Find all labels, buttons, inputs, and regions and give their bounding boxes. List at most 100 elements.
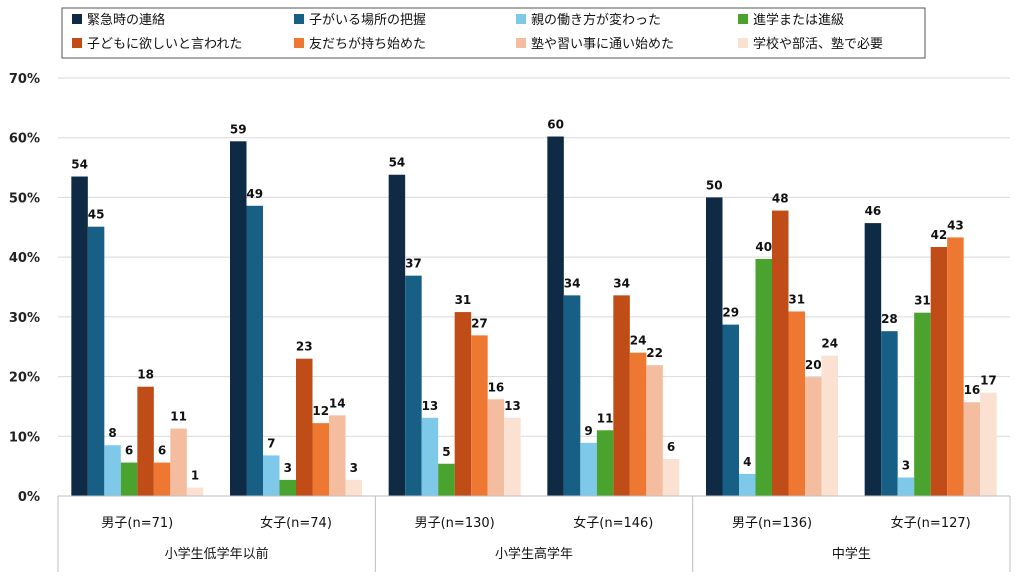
bar: [706, 197, 723, 496]
data-label: 34: [613, 276, 630, 290]
legend-label: 友だちが持ち始めた: [309, 36, 426, 52]
bar: [87, 226, 105, 496]
data-label: 1: [191, 469, 199, 483]
legend-swatch: [72, 14, 82, 24]
legend-swatch: [516, 38, 526, 48]
y-tick-label: 70%: [9, 72, 40, 87]
data-label: 4: [743, 455, 751, 469]
bar: [153, 462, 171, 496]
data-label: 43: [947, 218, 964, 232]
bars-layer: [71, 136, 997, 497]
data-label: 48: [772, 192, 789, 206]
bar: [881, 331, 898, 496]
data-label: 17: [980, 374, 997, 388]
bar: [963, 402, 981, 496]
data-label: 14: [329, 396, 346, 410]
bar: [629, 352, 647, 496]
y-tick-label: 0%: [18, 490, 40, 505]
data-label: 5: [442, 445, 450, 459]
legend-swatch: [516, 14, 526, 24]
bar: [613, 295, 630, 496]
data-label: 42: [931, 228, 948, 242]
x-tick-label: 女子(n=74): [260, 515, 332, 531]
bar: [504, 417, 521, 496]
x-group-label: 中学生: [832, 546, 871, 562]
x-axis: 男子(n=71) 女子(n=74) 男子(n=130) 女子(n=146) 男子(n=1…: [57, 495, 1011, 572]
data-label: 6: [125, 444, 133, 458]
data-label: 24: [821, 337, 838, 351]
data-label: 28: [881, 312, 898, 326]
bar: [930, 246, 948, 496]
x-group-label: 小学生低学年以前: [165, 546, 269, 562]
bar: [580, 442, 597, 496]
data-label: 13: [422, 399, 439, 413]
bar: [547, 136, 564, 496]
grid-layer: [58, 77, 1010, 437]
data-label: 3: [350, 461, 358, 475]
bar: [388, 174, 406, 497]
data-label: 11: [597, 411, 614, 425]
bar: [312, 423, 329, 496]
legend-label: 子どもに欲しいと言われた: [87, 36, 242, 52]
legend-label: 塾や習い事に通い始めた: [531, 36, 674, 52]
bar: [454, 312, 472, 496]
legend-swatch: [72, 38, 82, 48]
legend-box: [61, 7, 926, 59]
bar: [296, 358, 313, 496]
data-label: 24: [630, 334, 647, 348]
bar: [821, 355, 838, 496]
data-label: 37: [405, 257, 422, 271]
data-label: 16: [964, 383, 981, 397]
y-tick-label: 10%: [9, 430, 40, 445]
legend-swatch: [738, 38, 748, 48]
bar: [897, 477, 915, 496]
legend-swatch: [738, 14, 748, 24]
legend-label: 緊急時の連絡: [87, 12, 165, 28]
data-label: 3: [284, 461, 292, 475]
data-label: 13: [504, 399, 521, 413]
data-label: 3: [902, 458, 910, 472]
bar: [71, 176, 88, 496]
data-label: 50: [706, 178, 723, 192]
bar: [947, 237, 964, 497]
bar: [186, 487, 204, 496]
bar: [120, 462, 138, 496]
data-label: 31: [914, 294, 931, 308]
x-tick-label: 男子(n=71): [101, 516, 173, 531]
bar: [170, 428, 187, 496]
bar: [739, 473, 756, 496]
data-label: 54: [389, 156, 406, 170]
y-tick-label: 20%: [9, 371, 40, 386]
bar: [279, 479, 296, 496]
data-label: 31: [455, 293, 472, 307]
data-label: 11: [170, 410, 187, 424]
bar: [471, 335, 488, 496]
data-label: 31: [788, 292, 805, 306]
y-axis: 0% 10% 20% 30% 40% 50% 60% 70%: [9, 72, 40, 505]
x-tick-label: 男子(n=136): [732, 516, 812, 531]
x-group-label: 小学生高学年: [495, 546, 573, 562]
legend: 緊急時の連絡 子がいる場所の把握 親の働き方が変わった 進学または進級子どもに欲しいと…: [61, 7, 926, 59]
bar: [421, 417, 439, 496]
data-label: 29: [722, 306, 739, 320]
bar: [329, 415, 346, 496]
data-label: 12: [312, 404, 329, 418]
data-label: 8: [108, 426, 116, 440]
legend-label: 親の働き方が変わった: [531, 12, 661, 28]
data-label: 7: [267, 436, 275, 450]
bar: [755, 258, 772, 496]
bar: [772, 210, 789, 496]
bar: [805, 377, 822, 496]
data-label: 54: [71, 158, 88, 172]
data-label: 22: [646, 346, 663, 360]
data-label: 49: [246, 187, 263, 201]
data-label: 40: [755, 240, 772, 254]
legend-label: 子がいる場所の把握: [309, 13, 426, 28]
data-label: 16: [488, 380, 505, 394]
bar: [104, 445, 121, 496]
bar: [263, 455, 280, 496]
x-tick-label: 女子(n=146): [573, 515, 653, 531]
data-label: 60: [547, 118, 564, 132]
